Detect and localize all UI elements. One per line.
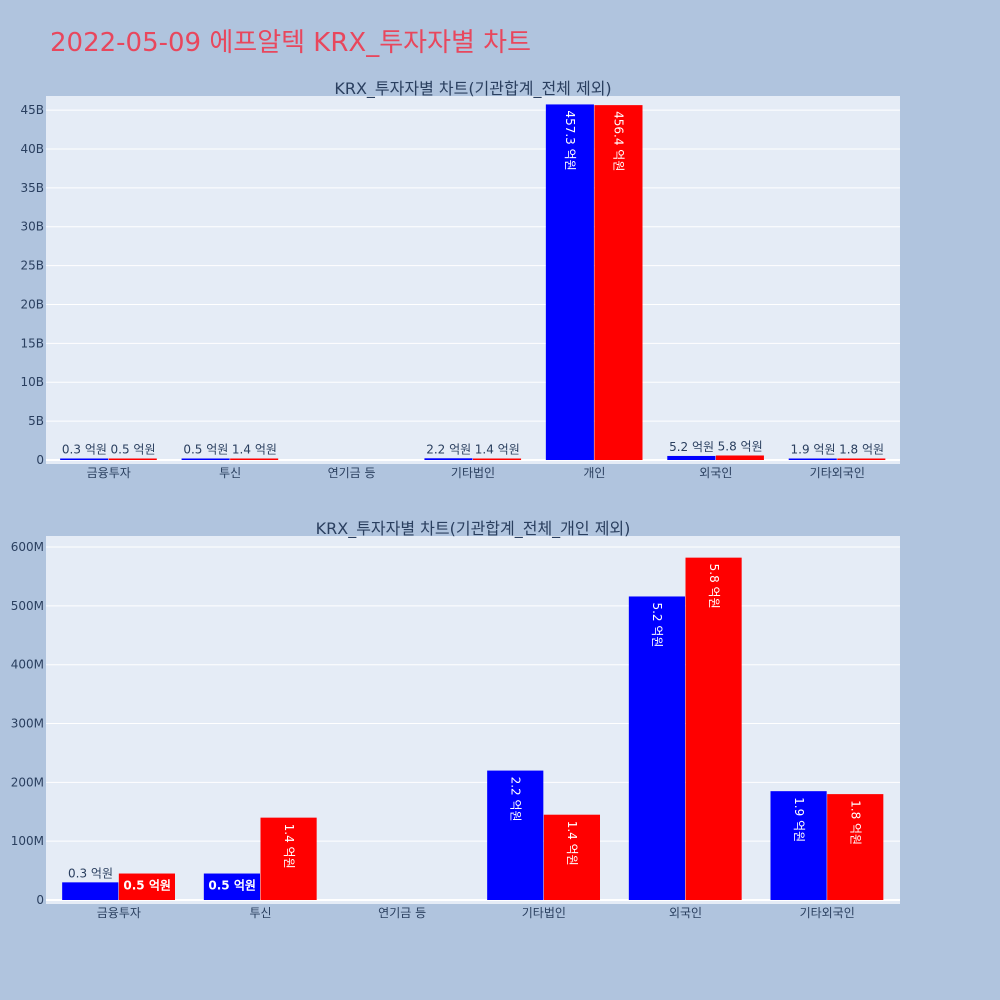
- chart1-data-label: 1.9 억원: [791, 443, 836, 457]
- chart1-bar[interactable]: [473, 458, 522, 461]
- chart1-data-label: 457.3 억원: [563, 110, 577, 170]
- chart2-bar[interactable]: [118, 873, 175, 900]
- chart1-bar[interactable]: [230, 458, 279, 461]
- chart1-xtick-label: 기타법인: [451, 466, 495, 480]
- chart2-bar[interactable]: [770, 791, 827, 900]
- chart1-data-label: 0.5 억원: [111, 443, 156, 457]
- chart1-ytick-label: 30B: [20, 220, 44, 234]
- chart1-bar[interactable]: [108, 458, 157, 461]
- chart2-ytick-label: 200M: [11, 775, 44, 789]
- chart1-plot-area: [46, 96, 900, 464]
- chart1-bar[interactable]: [594, 105, 643, 461]
- page-title: 2022-05-09 에프알텍 KRX_투자자별 차트: [50, 28, 532, 58]
- chart1-data-label: 0.3 억원: [62, 443, 107, 457]
- chart1-bar[interactable]: [788, 458, 837, 461]
- chart2-ytick-label: 300M: [11, 717, 44, 731]
- chart1-xtick-label: 외국인: [699, 466, 732, 480]
- chart1-ytick-label: 25B: [20, 259, 44, 273]
- chart2-bar[interactable]: [543, 814, 600, 900]
- chart2-ytick-label: 600M: [11, 540, 44, 554]
- chart1-bar[interactable]: [424, 458, 473, 460]
- chart1-ytick-label: 35B: [20, 181, 44, 195]
- chart1-bar[interactable]: [715, 455, 764, 460]
- chart2-xtick-label: 기타법인: [522, 906, 566, 920]
- chart2-data-label: 1.8 억원: [849, 800, 863, 845]
- chart1-bar[interactable]: [667, 455, 716, 460]
- chart1-xtick-label: 개인: [583, 466, 605, 480]
- chart2-ytick-label: 0: [36, 893, 44, 907]
- chart2-ytick-label: 400M: [11, 658, 44, 672]
- chart1-bar[interactable]: [60, 458, 109, 461]
- chart2-plot-area: [46, 536, 900, 904]
- chart2-xtick-label: 금융투자: [97, 906, 141, 920]
- chart1-ytick-label: 10B: [20, 375, 44, 389]
- chart2-bar[interactable]: [203, 873, 260, 900]
- chart1-data-label: 1.8 억원: [839, 443, 884, 457]
- chart2-bar[interactable]: [487, 770, 544, 900]
- chart2-bar[interactable]: [685, 557, 742, 900]
- chart1-bar[interactable]: [181, 458, 230, 461]
- chart2-xtick-label: 외국인: [669, 906, 702, 920]
- chart2-bar[interactable]: [62, 882, 119, 900]
- chart1-bar[interactable]: [837, 458, 886, 461]
- chart1-ytick-label: 15B: [20, 336, 44, 350]
- chart1-xtick-label: 기타외국인: [810, 466, 865, 480]
- chart1-ytick-label: 20B: [20, 297, 44, 311]
- chart2-xtick-label: 연기금 등: [378, 906, 426, 920]
- chart1-xtick-label: 연기금 등: [328, 466, 376, 480]
- chart2-bar[interactable]: [260, 817, 317, 900]
- chart2-ytick-label: 100M: [11, 834, 44, 848]
- chart2-data-label: 0.3 억원: [68, 866, 113, 880]
- chart2-xtick-label: 기타외국인: [800, 906, 855, 920]
- chart2-data-label: 0.5 억원: [208, 879, 256, 893]
- chart2-data-label: 0.5 억원: [123, 879, 171, 893]
- chart2-data-label: 5.2 억원: [650, 602, 664, 647]
- chart1-data-label: 2.2 억원: [426, 442, 471, 456]
- chart1-ytick-label: 5B: [28, 414, 44, 428]
- chart1-data-label: 5.2 억원: [669, 440, 714, 454]
- chart1-title: KRX_투자자별 차트(기관합계_전체 제외): [334, 79, 611, 99]
- chart2-data-label: 2.2 억원: [509, 777, 523, 822]
- chart1-xtick-label: 투신: [219, 466, 241, 480]
- chart2-ytick-label: 500M: [11, 599, 44, 613]
- chart1-ytick-label: 40B: [20, 142, 44, 156]
- chart1-ytick-label: 45B: [20, 103, 44, 117]
- chart1-ytick-label: 0: [36, 453, 44, 467]
- chart1-data-label: 456.4 억원: [612, 111, 626, 171]
- chart1-data-label: 0.5 억원: [183, 443, 228, 457]
- chart1-data-label: 1.4 억원: [232, 443, 277, 457]
- chart2-data-label: 1.9 억원: [792, 797, 806, 842]
- chart1-data-label: 5.8 억원: [718, 439, 763, 453]
- chart1-data-label: 1.4 억원: [475, 443, 520, 457]
- chart2-data-label: 5.8 억원: [707, 564, 721, 609]
- chart2-data-label: 1.4 억원: [565, 821, 579, 866]
- chart2-data-label: 1.4 억원: [282, 824, 296, 869]
- chart2-title: KRX_투자자별 차트(기관합계_전체_개인 제외): [316, 519, 631, 539]
- chart2-bar[interactable]: [628, 596, 685, 900]
- chart2-xtick-label: 투신: [249, 906, 271, 920]
- chart1-xtick-label: 금융투자: [87, 466, 131, 480]
- chart2-bar[interactable]: [827, 794, 884, 900]
- chart1-bar[interactable]: [545, 104, 594, 460]
